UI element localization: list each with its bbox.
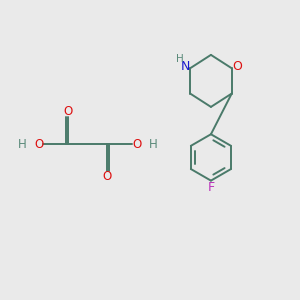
Text: O: O [233,60,243,73]
Text: O: O [102,170,112,183]
Text: O: O [64,106,73,118]
Text: H: H [176,54,184,64]
Text: N: N [181,60,190,73]
Text: F: F [207,181,214,194]
Text: O: O [34,138,43,151]
Text: H: H [148,138,157,151]
Text: O: O [132,138,141,151]
Text: H: H [18,138,27,151]
